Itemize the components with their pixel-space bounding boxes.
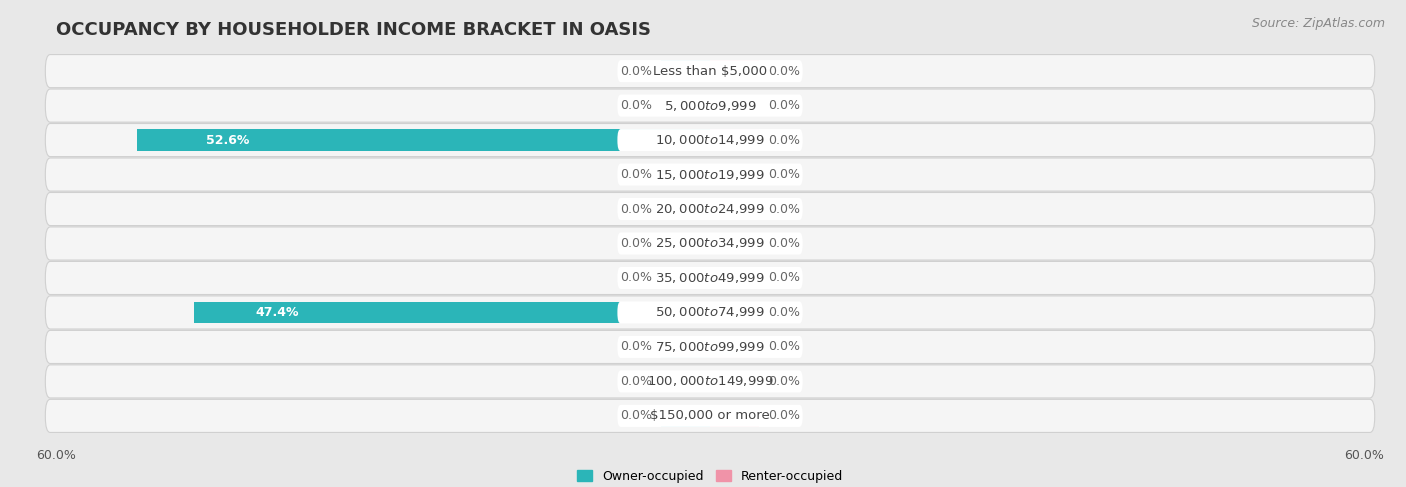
FancyBboxPatch shape (45, 399, 1375, 432)
FancyBboxPatch shape (617, 198, 803, 220)
Bar (710, 164, 759, 185)
Text: 0.0%: 0.0% (620, 271, 652, 284)
Bar (710, 405, 759, 427)
Text: $75,000 to $99,999: $75,000 to $99,999 (655, 340, 765, 354)
Text: 0.0%: 0.0% (768, 203, 800, 216)
Text: 0.0%: 0.0% (768, 99, 800, 112)
FancyBboxPatch shape (45, 227, 1375, 260)
FancyBboxPatch shape (617, 129, 803, 151)
Text: $5,000 to $9,999: $5,000 to $9,999 (664, 98, 756, 112)
Bar (661, 233, 710, 254)
Bar (136, 130, 710, 151)
Text: 0.0%: 0.0% (620, 99, 652, 112)
Bar (710, 267, 759, 289)
FancyBboxPatch shape (45, 55, 1375, 88)
Bar (710, 198, 759, 220)
Text: 0.0%: 0.0% (768, 306, 800, 319)
FancyBboxPatch shape (45, 296, 1375, 329)
Text: 0.0%: 0.0% (768, 271, 800, 284)
Text: 0.0%: 0.0% (768, 410, 800, 422)
Text: OCCUPANCY BY HOUSEHOLDER INCOME BRACKET IN OASIS: OCCUPANCY BY HOUSEHOLDER INCOME BRACKET … (56, 21, 651, 39)
FancyBboxPatch shape (45, 192, 1375, 225)
Bar (710, 336, 759, 357)
Text: 0.0%: 0.0% (620, 65, 652, 77)
Bar (661, 95, 710, 116)
Legend: Owner-occupied, Renter-occupied: Owner-occupied, Renter-occupied (576, 469, 844, 483)
Bar (661, 198, 710, 220)
Text: 0.0%: 0.0% (620, 340, 652, 354)
Bar (710, 371, 759, 392)
Bar (661, 336, 710, 357)
FancyBboxPatch shape (617, 301, 803, 323)
Text: 0.0%: 0.0% (768, 133, 800, 147)
Text: 0.0%: 0.0% (620, 410, 652, 422)
Text: 0.0%: 0.0% (620, 168, 652, 181)
Bar (194, 302, 710, 323)
Bar (661, 267, 710, 289)
Text: $50,000 to $74,999: $50,000 to $74,999 (655, 305, 765, 319)
Text: 0.0%: 0.0% (768, 237, 800, 250)
FancyBboxPatch shape (45, 330, 1375, 363)
Bar (661, 405, 710, 427)
Text: Less than $5,000: Less than $5,000 (652, 65, 768, 77)
FancyBboxPatch shape (617, 371, 803, 393)
Text: Source: ZipAtlas.com: Source: ZipAtlas.com (1251, 17, 1385, 30)
FancyBboxPatch shape (617, 232, 803, 255)
FancyBboxPatch shape (617, 94, 803, 116)
FancyBboxPatch shape (45, 124, 1375, 157)
FancyBboxPatch shape (617, 405, 803, 427)
Bar (710, 95, 759, 116)
Text: 0.0%: 0.0% (768, 340, 800, 354)
Text: $10,000 to $14,999: $10,000 to $14,999 (655, 133, 765, 147)
Text: $25,000 to $34,999: $25,000 to $34,999 (655, 237, 765, 250)
Text: 47.4%: 47.4% (256, 306, 299, 319)
FancyBboxPatch shape (45, 89, 1375, 122)
Bar (710, 233, 759, 254)
FancyBboxPatch shape (617, 336, 803, 358)
FancyBboxPatch shape (45, 262, 1375, 295)
Text: 0.0%: 0.0% (768, 65, 800, 77)
Bar (661, 371, 710, 392)
FancyBboxPatch shape (45, 365, 1375, 398)
FancyBboxPatch shape (45, 158, 1375, 191)
Bar (710, 302, 759, 323)
FancyBboxPatch shape (617, 164, 803, 186)
Text: 0.0%: 0.0% (768, 375, 800, 388)
Bar (661, 164, 710, 185)
FancyBboxPatch shape (617, 267, 803, 289)
Bar (661, 60, 710, 82)
Text: 0.0%: 0.0% (620, 237, 652, 250)
Text: $15,000 to $19,999: $15,000 to $19,999 (655, 168, 765, 182)
Text: $35,000 to $49,999: $35,000 to $49,999 (655, 271, 765, 285)
Text: 0.0%: 0.0% (620, 203, 652, 216)
Text: $150,000 or more: $150,000 or more (650, 410, 770, 422)
Text: 0.0%: 0.0% (768, 168, 800, 181)
Text: 52.6%: 52.6% (205, 133, 249, 147)
Bar (710, 60, 759, 82)
Text: $100,000 to $149,999: $100,000 to $149,999 (647, 375, 773, 389)
Text: 0.0%: 0.0% (620, 375, 652, 388)
Text: $20,000 to $24,999: $20,000 to $24,999 (655, 202, 765, 216)
FancyBboxPatch shape (617, 60, 803, 82)
Bar (710, 130, 759, 151)
